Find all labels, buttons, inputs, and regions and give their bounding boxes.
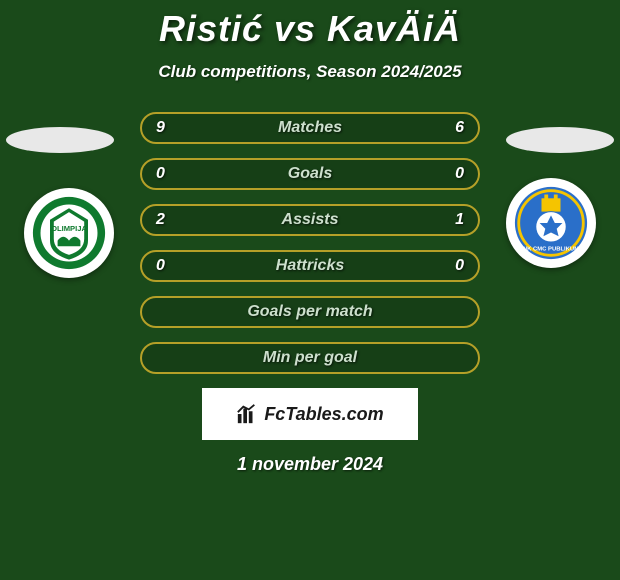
stat-label: Goals per match: [247, 303, 372, 321]
stat-value-right: 6: [434, 119, 464, 137]
stat-label: Goals: [288, 165, 332, 183]
stat-value-left: 2: [156, 211, 186, 229]
stat-label: Hattricks: [276, 257, 344, 275]
stat-label: Assists: [282, 211, 339, 229]
stat-row: 0 Hattricks 0: [140, 250, 480, 282]
stat-value-right: 1: [434, 211, 464, 229]
page-title: Ristić vs KavÄiÄ: [0, 0, 620, 50]
stat-label: Min per goal: [263, 349, 357, 367]
fctables-chart-icon: [236, 403, 258, 425]
subtitle: Club competitions, Season 2024/2025: [0, 62, 620, 82]
stat-value-right: 0: [434, 257, 464, 275]
date-label: 1 november 2024: [0, 454, 620, 475]
stat-value-right: 0: [434, 165, 464, 183]
fctables-watermark: FcTables.com: [202, 388, 418, 440]
fctables-label: FcTables.com: [264, 404, 383, 425]
stat-value-left: 0: [156, 257, 186, 275]
stat-row: 0 Goals 0: [140, 158, 480, 190]
stat-row: Goals per match: [140, 296, 480, 328]
stat-label: Matches: [278, 119, 342, 137]
stat-row: 9 Matches 6: [140, 112, 480, 144]
stats-section: 9 Matches 6 0 Goals 0 2 Assists 1 0 Hattricks 0 Goal…: [0, 112, 620, 475]
stat-row: Min per goal: [140, 342, 480, 374]
stat-row: 2 Assists 1: [140, 204, 480, 236]
stat-value-left: 0: [156, 165, 186, 183]
stat-value-left: 9: [156, 119, 186, 137]
